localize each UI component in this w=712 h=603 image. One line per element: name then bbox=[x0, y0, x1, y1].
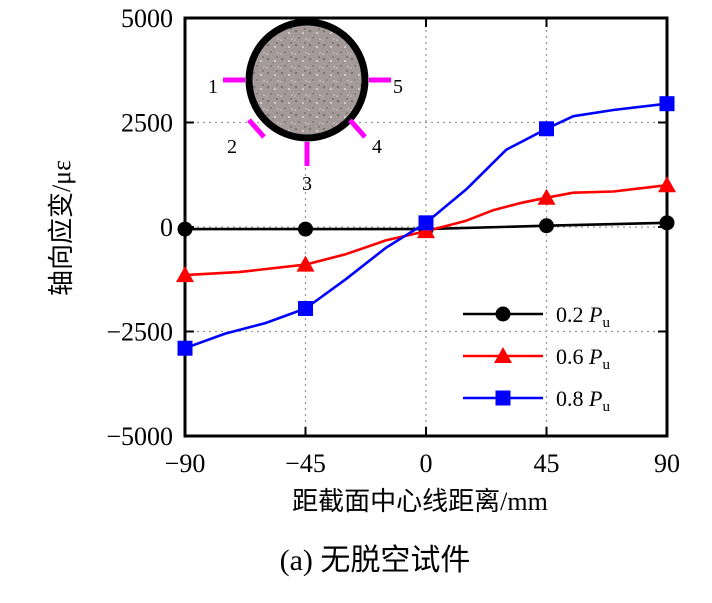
x-tick-label: 45 bbox=[534, 449, 560, 478]
cross-section-inset: 1 5 2 4 3 bbox=[208, 18, 403, 195]
data-point bbox=[418, 215, 434, 231]
legend-entry: 0.6 Pu bbox=[463, 344, 610, 373]
legend-entry: 0.2 Pu bbox=[463, 302, 610, 331]
y-tick-label: −2500 bbox=[106, 318, 173, 347]
data-point bbox=[296, 255, 315, 272]
legend-label: 0.6 Pu bbox=[556, 344, 610, 373]
data-point bbox=[177, 221, 193, 237]
x-axis-label: 距截面中心线距离/mm bbox=[292, 487, 548, 516]
data-point bbox=[539, 218, 554, 234]
data-series bbox=[176, 96, 676, 356]
legend: 0.2 Pu 0.6 Pu 0.8 Pu bbox=[463, 302, 610, 415]
data-point bbox=[659, 96, 675, 112]
data-point bbox=[177, 340, 193, 356]
data-point bbox=[537, 188, 556, 205]
y-tick-label: 0 bbox=[160, 213, 173, 242]
data-point bbox=[298, 301, 313, 317]
data-point bbox=[659, 215, 675, 231]
gauge-label-4: 4 bbox=[372, 136, 382, 158]
series-2 bbox=[177, 96, 675, 356]
legend-marker bbox=[494, 347, 512, 363]
y-tick-label: 5000 bbox=[121, 4, 173, 33]
x-tick-label: 90 bbox=[654, 449, 680, 478]
gauge-4 bbox=[348, 118, 367, 139]
data-point bbox=[298, 221, 313, 237]
figure-caption: (a) 无脱空试件 bbox=[280, 544, 471, 577]
legend-marker bbox=[495, 390, 511, 406]
y-tick-label: −5000 bbox=[106, 422, 173, 451]
data-point bbox=[539, 121, 554, 137]
legend-marker bbox=[495, 306, 511, 322]
section-core bbox=[245, 18, 369, 142]
y-tick-label: 2500 bbox=[121, 109, 173, 138]
x-tick-label: −90 bbox=[165, 449, 206, 478]
gauge-label-5: 5 bbox=[393, 76, 403, 98]
gauge-label-2: 2 bbox=[227, 136, 237, 158]
gauge-label-1: 1 bbox=[208, 76, 218, 98]
gauge-2 bbox=[247, 118, 266, 139]
data-point bbox=[176, 266, 194, 283]
x-tick-label: −45 bbox=[285, 449, 326, 478]
y-axis-label: 轴向应变/με bbox=[47, 160, 76, 296]
gauge-label-3: 3 bbox=[302, 173, 312, 195]
legend-label: 0.8 Pu bbox=[556, 386, 610, 415]
legend-entry: 0.8 Pu bbox=[463, 386, 610, 415]
legend-label: 0.2 Pu bbox=[556, 302, 610, 331]
data-point bbox=[658, 176, 676, 193]
x-tick-label: 0 bbox=[420, 449, 433, 478]
